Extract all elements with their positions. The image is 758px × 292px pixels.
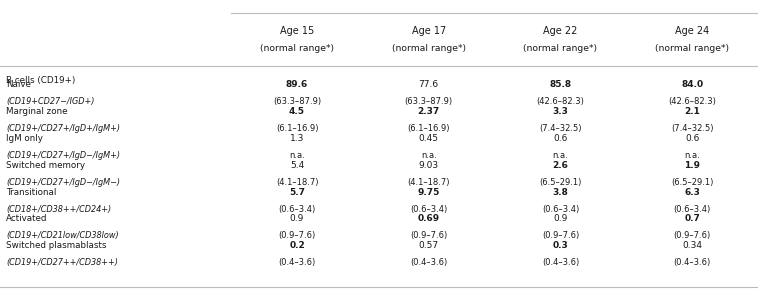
Text: (0.4–3.6): (0.4–3.6) [278, 258, 315, 267]
Text: (CD18+/CD38++/CD24+): (CD18+/CD38++/CD24+) [6, 205, 111, 213]
Text: 0.2: 0.2 [289, 241, 305, 250]
Text: 6.3: 6.3 [684, 188, 700, 197]
Text: (normal range*): (normal range*) [524, 44, 597, 53]
Text: Switched plasmablasts: Switched plasmablasts [6, 241, 107, 250]
Text: (CD19+/CD27+/IgD−/IgM−): (CD19+/CD27+/IgD−/IgM−) [6, 178, 120, 187]
Text: 9.03: 9.03 [418, 161, 439, 170]
Text: Transitional: Transitional [6, 188, 56, 197]
Text: 84.0: 84.0 [681, 80, 703, 89]
Text: 2.6: 2.6 [553, 161, 568, 170]
Text: 2.37: 2.37 [418, 107, 440, 116]
Text: IgM only: IgM only [6, 134, 43, 143]
Text: (CD19+CD27−/IGD+): (CD19+CD27−/IGD+) [6, 97, 95, 106]
Text: 0.9: 0.9 [553, 215, 568, 223]
Text: (0.9–7.6): (0.9–7.6) [410, 232, 447, 240]
Text: B cells (CD19+): B cells (CD19+) [6, 76, 76, 85]
Text: n.a.: n.a. [289, 151, 305, 160]
Text: 9.75: 9.75 [418, 188, 440, 197]
Text: (0.4–3.6): (0.4–3.6) [542, 258, 579, 267]
Text: (0.9–7.6): (0.9–7.6) [674, 232, 711, 240]
Text: (normal range*): (normal range*) [392, 44, 465, 53]
Text: (63.3–87.9): (63.3–87.9) [405, 97, 453, 106]
Text: (0.6–3.4): (0.6–3.4) [542, 205, 579, 213]
Text: Marginal zone: Marginal zone [6, 107, 67, 116]
Text: 0.6: 0.6 [553, 134, 568, 143]
Text: (CD19+/CD27++/CD38++): (CD19+/CD27++/CD38++) [6, 258, 118, 267]
Text: 3.3: 3.3 [553, 107, 568, 116]
Text: 0.3: 0.3 [553, 241, 568, 250]
Text: (6.1–16.9): (6.1–16.9) [408, 124, 450, 133]
Text: 4.5: 4.5 [289, 107, 305, 116]
Text: (7.4–32.5): (7.4–32.5) [539, 124, 581, 133]
Text: Activated: Activated [6, 215, 48, 223]
Text: Naïve: Naïve [6, 80, 31, 89]
Text: (42.6–82.3): (42.6–82.3) [537, 97, 584, 106]
Text: (6.5–29.1): (6.5–29.1) [539, 178, 581, 187]
Text: (6.5–29.1): (6.5–29.1) [671, 178, 713, 187]
Text: n.a.: n.a. [421, 151, 437, 160]
Text: Age 17: Age 17 [412, 26, 446, 36]
Text: 0.69: 0.69 [418, 215, 440, 223]
Text: (normal range*): (normal range*) [655, 44, 729, 53]
Text: (0.4–3.6): (0.4–3.6) [410, 258, 447, 267]
Text: 0.34: 0.34 [682, 241, 702, 250]
Text: Switched memory: Switched memory [6, 161, 85, 170]
Text: (0.4–3.6): (0.4–3.6) [674, 258, 711, 267]
Text: (CD19+/CD27+/IgD+/IgM+): (CD19+/CD27+/IgD+/IgM+) [6, 124, 120, 133]
Text: 85.8: 85.8 [550, 80, 572, 89]
Text: (CD19+/CD27+/IgD−/IgM+): (CD19+/CD27+/IgD−/IgM+) [6, 151, 120, 160]
Text: 0.57: 0.57 [418, 241, 439, 250]
Text: (63.3–87.9): (63.3–87.9) [273, 97, 321, 106]
Text: (42.6–82.3): (42.6–82.3) [669, 97, 716, 106]
Text: (4.1–18.7): (4.1–18.7) [276, 178, 318, 187]
Text: (0.9–7.6): (0.9–7.6) [542, 232, 579, 240]
Text: Age 24: Age 24 [675, 26, 709, 36]
Text: n.a.: n.a. [684, 151, 700, 160]
Text: 1.9: 1.9 [684, 161, 700, 170]
Text: Age 22: Age 22 [543, 26, 578, 36]
Text: 3.8: 3.8 [553, 188, 568, 197]
Text: (normal range*): (normal range*) [260, 44, 334, 53]
Text: 1.3: 1.3 [290, 134, 304, 143]
Text: 5.7: 5.7 [289, 188, 305, 197]
Text: 89.6: 89.6 [286, 80, 309, 89]
Text: 0.45: 0.45 [418, 134, 439, 143]
Text: 5.4: 5.4 [290, 161, 304, 170]
Text: 0.7: 0.7 [684, 215, 700, 223]
Text: (CD19+/CD21low/CD38low): (CD19+/CD21low/CD38low) [6, 232, 119, 240]
Text: n.a.: n.a. [553, 151, 568, 160]
Text: 77.6: 77.6 [418, 80, 439, 89]
Text: (0.6–3.4): (0.6–3.4) [410, 205, 447, 213]
Text: 2.1: 2.1 [684, 107, 700, 116]
Text: (0.6–3.4): (0.6–3.4) [674, 205, 711, 213]
Text: 0.6: 0.6 [685, 134, 700, 143]
Text: Age 15: Age 15 [280, 26, 314, 36]
Text: 0.9: 0.9 [290, 215, 304, 223]
Text: (6.1–16.9): (6.1–16.9) [276, 124, 318, 133]
Text: (4.1–18.7): (4.1–18.7) [408, 178, 450, 187]
Text: (7.4–32.5): (7.4–32.5) [671, 124, 713, 133]
Text: (0.9–7.6): (0.9–7.6) [278, 232, 315, 240]
Text: (0.6–3.4): (0.6–3.4) [278, 205, 315, 213]
